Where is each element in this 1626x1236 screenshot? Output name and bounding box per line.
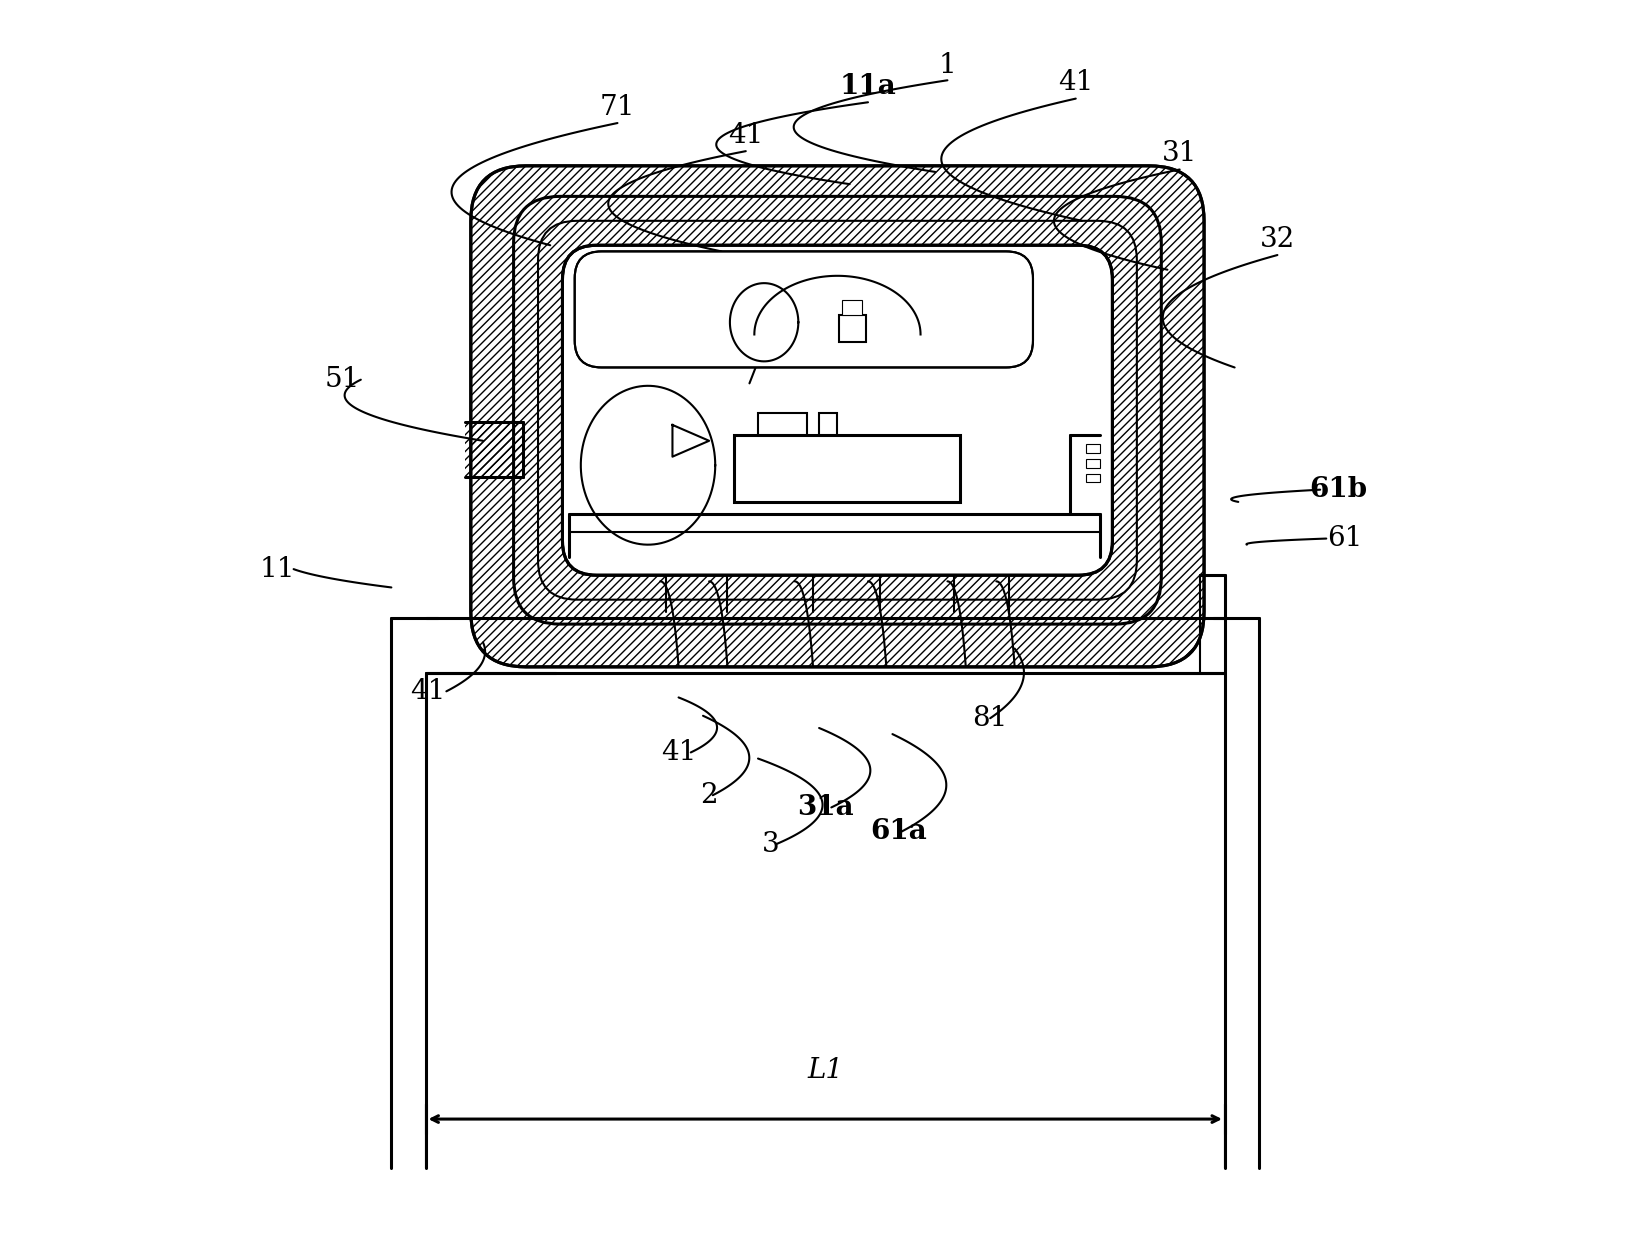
Text: 31a: 31a: [797, 794, 854, 821]
Text: 1: 1: [938, 52, 956, 79]
Text: 71: 71: [600, 94, 636, 121]
Bar: [839, 315, 865, 342]
Text: 41: 41: [728, 122, 764, 148]
Text: 3: 3: [761, 831, 779, 858]
Text: 32: 32: [1260, 226, 1294, 252]
Text: 11a: 11a: [839, 73, 896, 100]
Bar: [1086, 473, 1101, 482]
Text: 51: 51: [325, 366, 361, 393]
Text: 11: 11: [260, 556, 296, 582]
Bar: [758, 413, 806, 435]
Text: 41: 41: [1059, 69, 1093, 96]
Bar: [465, 423, 524, 477]
Text: 81: 81: [972, 705, 1008, 732]
Bar: [842, 300, 862, 315]
Bar: [733, 435, 959, 502]
Text: 41: 41: [410, 677, 446, 705]
Text: 41: 41: [660, 739, 696, 766]
FancyBboxPatch shape: [563, 245, 1112, 575]
Bar: [820, 413, 837, 435]
Bar: [1086, 445, 1101, 454]
FancyBboxPatch shape: [574, 251, 1033, 367]
Text: 61a: 61a: [870, 818, 927, 845]
Text: 31: 31: [1163, 140, 1197, 167]
Text: 61: 61: [1327, 525, 1363, 552]
Text: 61b: 61b: [1309, 476, 1367, 503]
Text: L1: L1: [806, 1057, 844, 1084]
FancyBboxPatch shape: [472, 166, 1205, 667]
Bar: [1086, 459, 1101, 467]
Text: 2: 2: [701, 781, 719, 808]
